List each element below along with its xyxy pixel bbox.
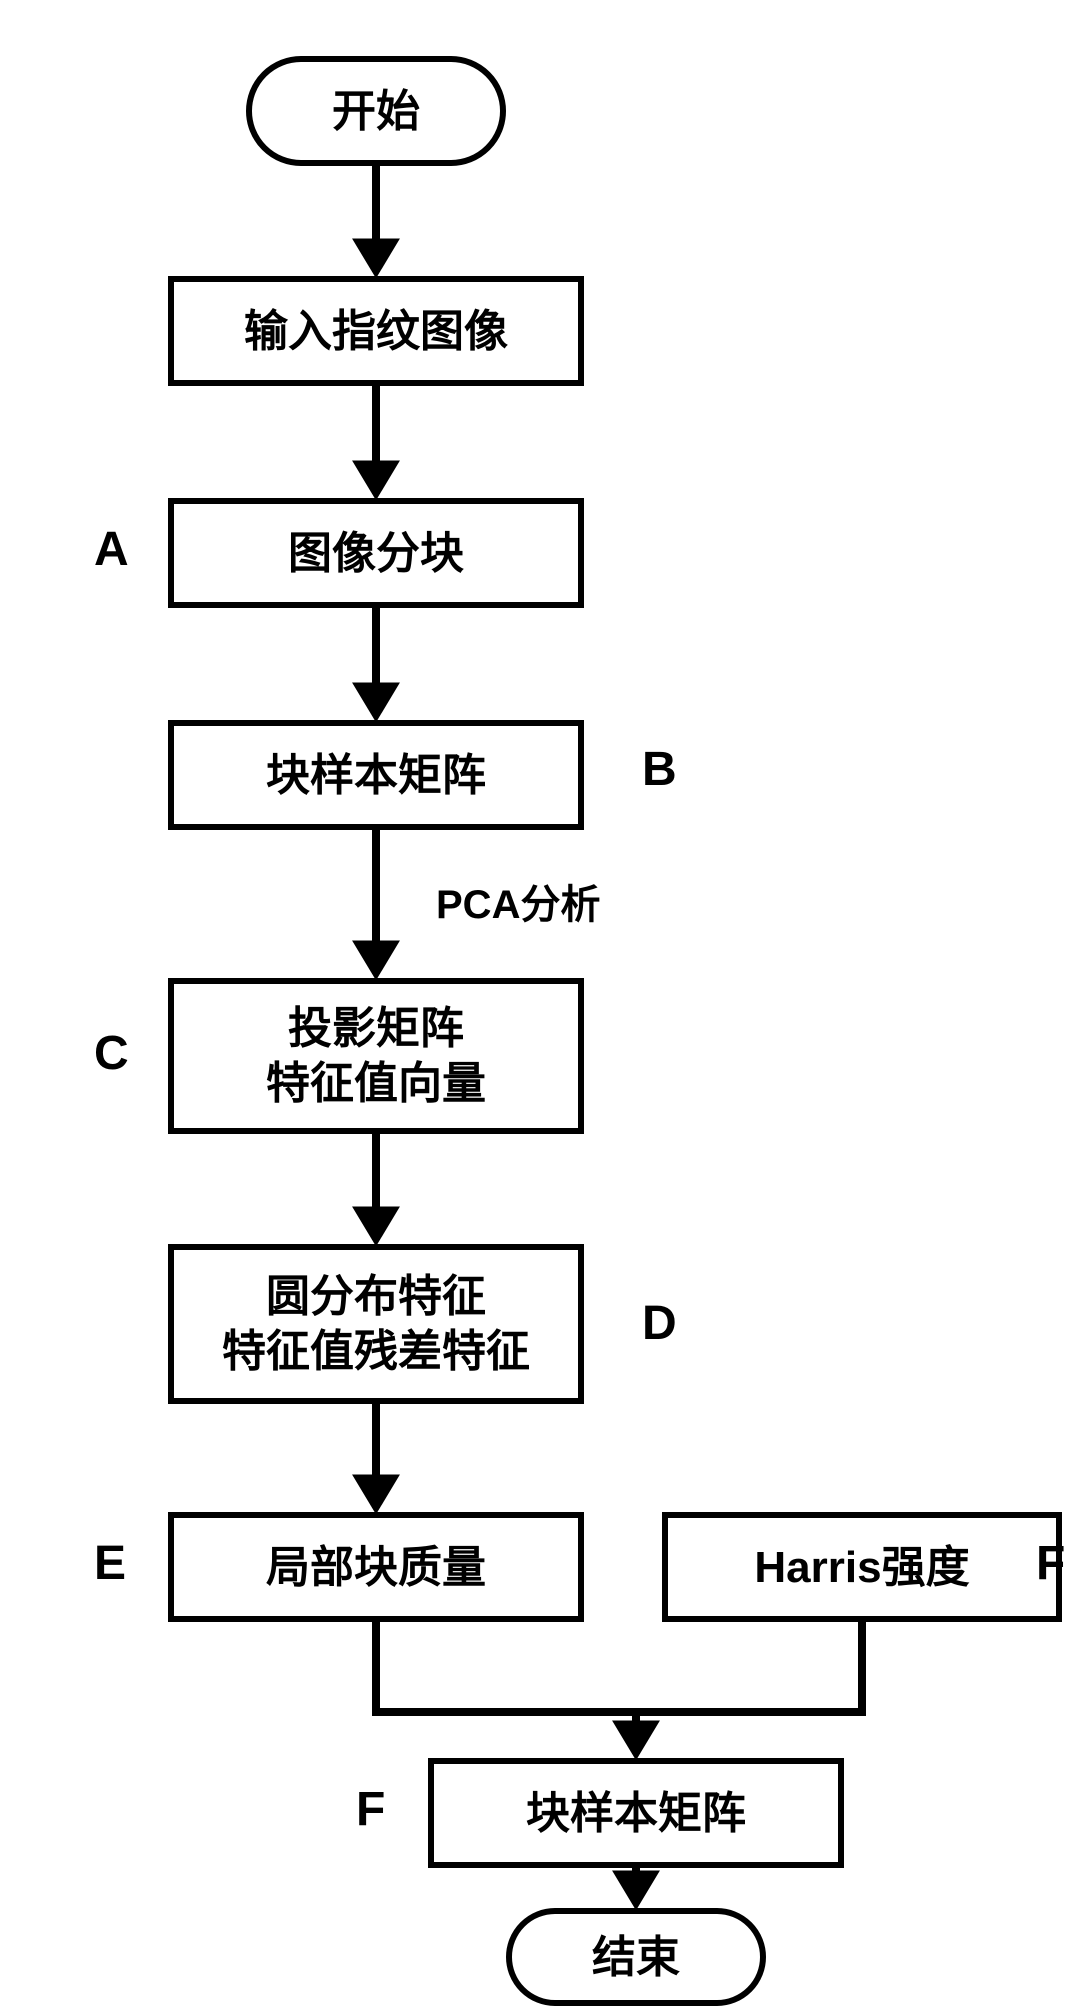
node-E-text: 局部块质量 <box>266 1540 486 1595</box>
label-B-text: B <box>642 743 677 796</box>
node-F: Harris强度 <box>662 1512 1062 1622</box>
label-F-right-text: F <box>1036 1537 1065 1590</box>
node-end: 结束 <box>506 1908 766 2006</box>
node-G-text: 块样本矩阵 <box>526 1786 746 1841</box>
node-E: 局部块质量 <box>168 1512 584 1622</box>
node-D-text: 圆分布特征 特征值残差特征 <box>222 1269 530 1379</box>
node-input: 输入指纹图像 <box>168 276 584 386</box>
node-G: 块样本矩阵 <box>428 1758 844 1868</box>
node-start: 开始 <box>246 56 506 166</box>
label-C-text: C <box>94 1027 129 1080</box>
label-C: C <box>94 1026 129 1081</box>
label-D-text: D <box>642 1297 677 1350</box>
label-pca-text: PCA分析 <box>436 883 600 927</box>
label-G-text: F <box>356 1783 385 1836</box>
label-A-text: A <box>94 523 129 576</box>
node-A-text: 图像分块 <box>288 526 464 581</box>
node-input-text: 输入指纹图像 <box>244 304 508 359</box>
label-pca: PCA分析 <box>436 872 600 930</box>
label-G: F <box>356 1782 385 1837</box>
node-C: 投影矩阵 特征值向量 <box>168 978 584 1134</box>
node-B-text: 块样本矩阵 <box>266 748 486 803</box>
node-F-text: Harris强度 <box>754 1540 969 1595</box>
node-start-text: 开始 <box>332 84 420 139</box>
label-F-right: F <box>1036 1536 1065 1591</box>
node-D: 圆分布特征 特征值残差特征 <box>168 1244 584 1404</box>
label-E: E <box>94 1536 126 1591</box>
node-C-text: 投影矩阵 特征值向量 <box>266 1001 486 1111</box>
label-D: D <box>642 1296 677 1351</box>
label-B: B <box>642 742 677 797</box>
label-E-text: E <box>94 1537 126 1590</box>
flowchart-canvas: 开始 输入指纹图像 图像分块 块样本矩阵 投影矩阵 特征值向量 圆分布特征 特征… <box>0 0 1092 2006</box>
label-A: A <box>94 522 129 577</box>
node-end-text: 结束 <box>592 1930 680 1985</box>
node-B: 块样本矩阵 <box>168 720 584 830</box>
node-A: 图像分块 <box>168 498 584 608</box>
